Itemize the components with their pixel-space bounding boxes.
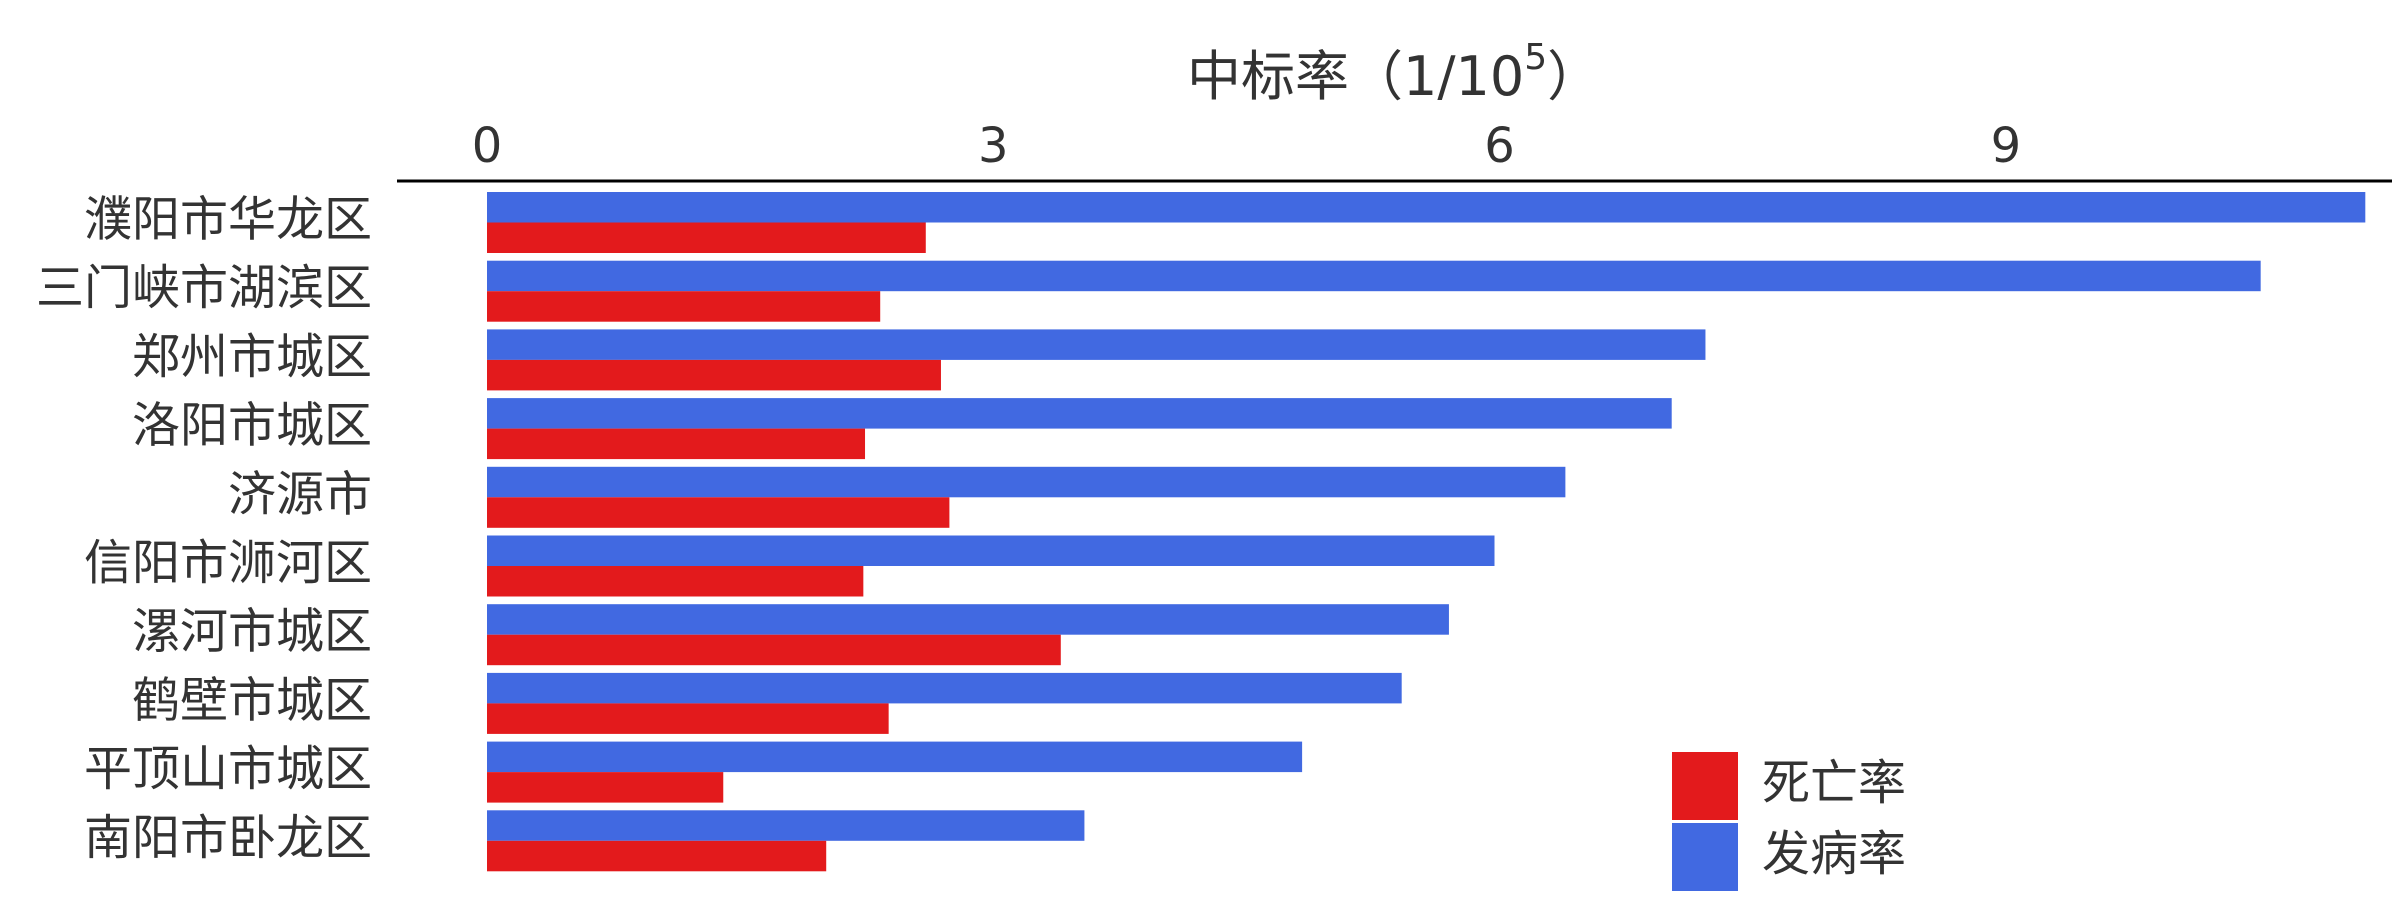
bar-incidence-0 bbox=[487, 192, 2366, 223]
x-tick-label-1: 3 bbox=[978, 118, 1009, 174]
x-tick-label-3: 9 bbox=[1991, 118, 2022, 174]
bar-incidence-8 bbox=[487, 741, 1303, 773]
bar-incidence-2 bbox=[487, 329, 1706, 360]
legend-swatch-1 bbox=[1672, 823, 1738, 891]
bar-mortality-3 bbox=[487, 428, 866, 460]
bar-incidence-7 bbox=[487, 672, 1402, 704]
bar-incidence-3 bbox=[487, 398, 1672, 429]
bar-incidence-9 bbox=[487, 810, 1085, 841]
bar-mortality-0 bbox=[487, 222, 926, 253]
legend-swatch-0 bbox=[1672, 752, 1738, 820]
x-axis-title-sup: 5 bbox=[1524, 37, 1547, 78]
bar-incidence-5 bbox=[487, 535, 1495, 566]
bar-mortality-5 bbox=[487, 566, 864, 597]
category-label-9: 南阳市卧龙区 bbox=[84, 810, 372, 866]
category-label-4: 济源市 bbox=[228, 466, 372, 522]
bar-mortality-2 bbox=[487, 359, 941, 391]
legend-label-0: 死亡率 bbox=[1762, 755, 1906, 811]
category-label-3: 洛阳市城区 bbox=[132, 398, 372, 454]
category-label-7: 鹤壁市城区 bbox=[132, 672, 372, 728]
bar-mortality-7 bbox=[487, 703, 889, 734]
bars bbox=[487, 192, 2366, 872]
x-tick-label-2: 6 bbox=[1484, 118, 1515, 174]
category-label-6: 漯河市城区 bbox=[132, 604, 372, 660]
x-axis-title-main: 中标率（1/10 bbox=[1187, 45, 1524, 108]
bar-mortality-8 bbox=[487, 772, 724, 803]
bar-incidence-6 bbox=[487, 604, 1449, 635]
bar-mortality-6 bbox=[487, 634, 1061, 666]
x-axis-title-close: ） bbox=[1547, 45, 1601, 108]
x-tick-label-0: 0 bbox=[472, 118, 503, 174]
bar-mortality-4 bbox=[487, 497, 950, 528]
category-labels: 濮阳市华龙区三门峡市湖滨区郑州市城区洛阳市城区济源市信阳市浉河区漯河市城区鹤壁市… bbox=[36, 192, 372, 866]
bar-incidence-1 bbox=[487, 260, 2261, 292]
x-axis-ticks: 0 3 6 9 bbox=[472, 118, 2021, 174]
bar-incidence-4 bbox=[487, 466, 1566, 498]
category-label-0: 濮阳市华龙区 bbox=[84, 192, 372, 248]
bar-mortality-9 bbox=[487, 840, 827, 872]
legend-label-1: 发病率 bbox=[1762, 826, 1906, 882]
category-label-5: 信阳市浉河区 bbox=[84, 535, 372, 591]
category-label-2: 郑州市城区 bbox=[132, 329, 372, 385]
x-axis-title: 中标率（1/105） bbox=[1187, 37, 1601, 108]
category-label-1: 三门峡市湖滨区 bbox=[36, 260, 372, 316]
category-label-8: 平顶山市城区 bbox=[84, 741, 372, 797]
bar-mortality-1 bbox=[487, 291, 881, 322]
